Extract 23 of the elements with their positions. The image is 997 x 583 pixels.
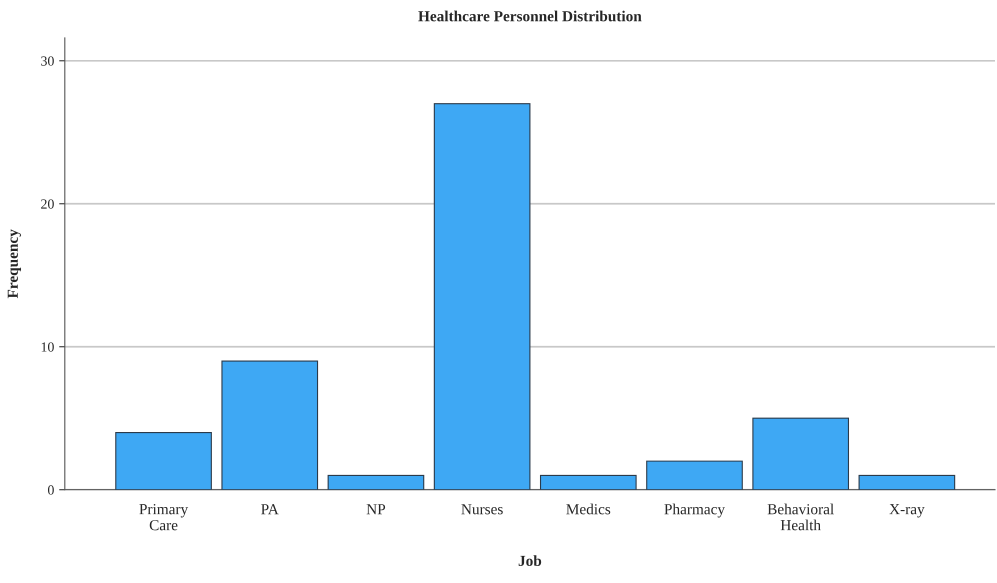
x-tick-label: X-ray (889, 504, 925, 518)
bar (540, 474, 637, 490)
x-tick-label: NP (366, 504, 386, 514)
x-tick-label: Pharmacy (664, 504, 725, 518)
y-axis-title: Frequency (8, 229, 22, 298)
x-tick-label: Medics (566, 504, 610, 514)
bar (221, 360, 318, 490)
bar (115, 432, 212, 490)
x-tick-label: Nurses (461, 504, 503, 514)
x-tick-label: Primary Care (139, 504, 188, 530)
y-tick-label: 20 (41, 199, 54, 209)
x-tick-label: PA (261, 504, 279, 514)
bar (328, 474, 424, 490)
chart-title: Healthcare Personnel Distribution (418, 10, 642, 22)
bar (646, 460, 743, 490)
y-tick-label: 10 (42, 342, 54, 352)
y-tick-label: 0 (48, 485, 54, 495)
x-axis-title: Job (518, 555, 542, 566)
bar (858, 474, 956, 490)
bar (752, 418, 850, 490)
x-tick-label: Behavioral Health (768, 504, 834, 530)
bar (434, 103, 530, 490)
y-tick-label: 30 (41, 56, 54, 66)
